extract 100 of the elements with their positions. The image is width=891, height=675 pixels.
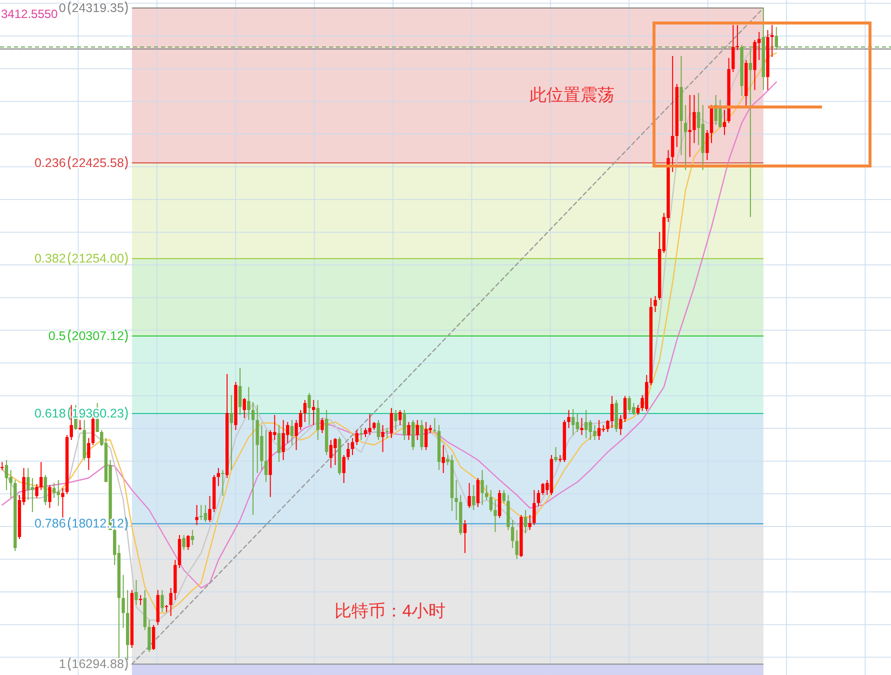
candlestick (35, 483, 38, 498)
candlestick (342, 454, 346, 484)
candlestick (584, 409, 588, 439)
candlestick (454, 479, 458, 521)
candlestick (670, 56, 674, 173)
candlestick (489, 490, 493, 513)
candlestick (623, 396, 627, 423)
annotation: 3412.5550 (1, 7, 58, 21)
candlestick (472, 484, 476, 510)
candlestick (381, 424, 384, 453)
candlestick (56, 479, 60, 506)
candlestick (498, 490, 502, 519)
candlestick (407, 422, 410, 440)
candlestick (52, 482, 56, 498)
candlestick (692, 94, 696, 144)
candlestick (654, 296, 657, 313)
candlestick (376, 420, 380, 440)
candlestick (532, 490, 536, 526)
candlestick (148, 620, 151, 653)
candlestick (732, 24, 735, 73)
candlestick (204, 504, 208, 523)
candlestick (39, 461, 43, 491)
candlestick (308, 392, 311, 426)
candlestick (182, 534, 186, 550)
y-tick-label: 24319.35 (72, 0, 124, 15)
candlestick (706, 130, 709, 161)
candlestick (736, 24, 740, 50)
candlestick (190, 530, 194, 546)
candlestick (567, 409, 570, 428)
candlestick (593, 424, 596, 440)
candlestick (524, 509, 528, 534)
candlestick (238, 367, 242, 416)
candlestick (30, 478, 34, 513)
candlestick (134, 579, 138, 606)
annotation: 此位置震荡 (530, 86, 614, 104)
candlestick (541, 482, 544, 496)
candlestick (242, 398, 246, 418)
candlestick (688, 94, 692, 158)
candlestick (368, 413, 372, 436)
annotation: 1 (58, 657, 66, 672)
candlestick (290, 420, 294, 446)
candlestick (528, 514, 532, 531)
y-tick-label: 20307.12 (72, 329, 124, 344)
candlestick (186, 534, 190, 550)
annotation: 0.236 (34, 156, 66, 170)
annotation: 0.5 (48, 329, 66, 344)
candlestick (195, 504, 198, 526)
candlestick (684, 104, 688, 170)
candlestick (597, 420, 601, 440)
annotation: 比特币：4小时 (334, 602, 446, 620)
candlestick (87, 438, 90, 471)
candlestick (70, 404, 73, 440)
y-tick-label: 16294.88 (72, 657, 124, 672)
candlestick (420, 420, 424, 451)
candlestick (360, 427, 363, 440)
candlestick (303, 400, 307, 423)
candlestick (394, 409, 398, 431)
candlestick (386, 427, 389, 439)
candlestick (476, 478, 480, 508)
candlestick (463, 520, 467, 554)
candlestick (722, 109, 726, 136)
candlestick (619, 414, 622, 436)
candlestick (282, 420, 285, 461)
candlestick (442, 444, 445, 474)
candlestick (571, 408, 575, 436)
candlestick (636, 404, 640, 416)
candlestick (320, 418, 324, 434)
candlestick (221, 470, 224, 497)
candlestick (610, 396, 614, 428)
candlestick (770, 24, 774, 58)
candlestick (515, 530, 518, 560)
candlestick (536, 490, 540, 506)
candlestick (402, 409, 406, 440)
candlestick (606, 420, 610, 432)
candlestick (169, 588, 172, 617)
candlestick (122, 574, 125, 628)
candlestick (580, 418, 584, 436)
candlestick (494, 500, 497, 532)
candlestick (316, 400, 320, 440)
candlestick (355, 430, 358, 446)
candlestick (26, 467, 30, 501)
candlestick (502, 490, 506, 504)
candlestick (748, 49, 752, 218)
annotation: 0.382 (34, 252, 66, 266)
candlestick (480, 470, 484, 506)
candlestick (230, 394, 233, 471)
candlestick (152, 624, 156, 651)
candlestick (390, 408, 394, 439)
candlestick (576, 412, 580, 432)
candlestick (554, 446, 558, 462)
candlestick (510, 520, 514, 549)
candlestick (48, 484, 52, 509)
candlestick (264, 430, 268, 483)
candlestick (4, 460, 8, 491)
y-tick-label: 22425.58 (72, 156, 124, 170)
annotation: 0 (58, 0, 66, 15)
candlestick (398, 409, 402, 426)
candlestick (424, 422, 428, 451)
y-tick-label: 21254.00 (72, 252, 124, 266)
candlestick (628, 396, 631, 413)
